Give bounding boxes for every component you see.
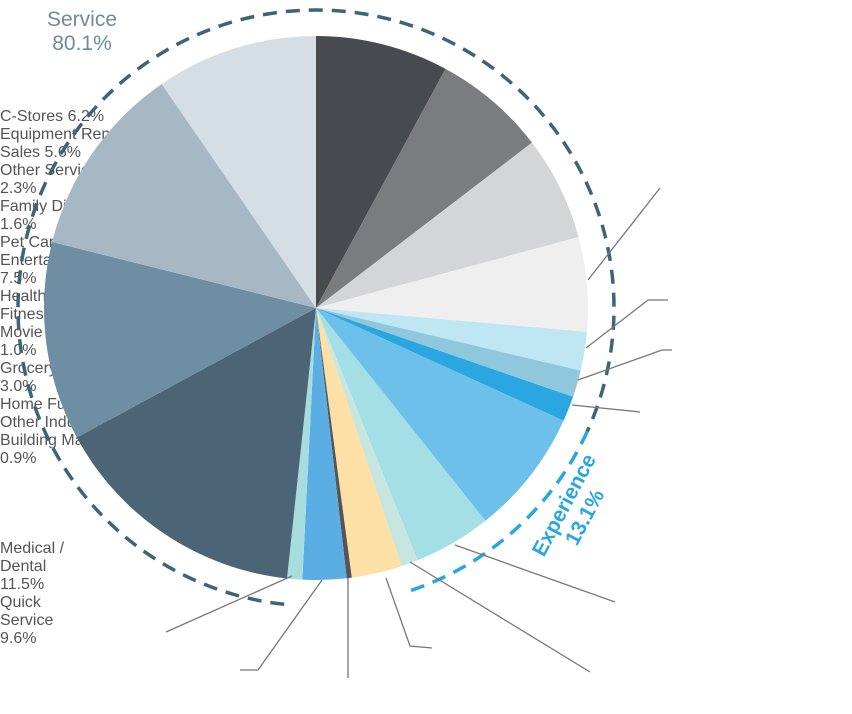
slice-label: Grocery 3.0% bbox=[0, 360, 90, 396]
value-label: 2.3% bbox=[0, 180, 37, 197]
leader-line bbox=[240, 579, 323, 671]
group-arc bbox=[16, 8, 616, 607]
pie-slice bbox=[316, 308, 402, 578]
value-label: 15.4% bbox=[0, 486, 46, 503]
pie-slice bbox=[316, 142, 579, 308]
pie-slice bbox=[316, 308, 581, 397]
value-label: 6.2% bbox=[67, 108, 105, 125]
leader-line bbox=[587, 187, 661, 281]
value-label: 11.8% bbox=[75, 522, 120, 539]
category-label: Auto Service bbox=[0, 0, 54, 35]
group-value: 80.1% bbox=[52, 32, 112, 55]
group-label: Service 80.1% bbox=[34, 8, 130, 56]
slice-label: Auto Service 7.9% bbox=[0, 0, 70, 54]
category-label: C-Stores bbox=[0, 108, 64, 125]
pie-slice bbox=[316, 308, 587, 371]
pie-slice bbox=[316, 308, 352, 579]
slice-label: Quick Service 9.6% bbox=[0, 594, 80, 648]
category-label: Early Childhood Education bbox=[0, 504, 113, 539]
pie-slice bbox=[316, 36, 446, 308]
value-label: 11.5% bbox=[0, 576, 45, 593]
leader-line bbox=[385, 577, 433, 649]
leader-line bbox=[571, 404, 641, 413]
value-label: 1.0% bbox=[0, 342, 37, 359]
category-label: Casual Dining bbox=[0, 54, 50, 89]
pie-slice bbox=[44, 242, 316, 438]
leader-line bbox=[454, 544, 616, 603]
value-label: 3.0% bbox=[0, 378, 37, 395]
group-arc bbox=[409, 430, 589, 593]
value-label: 7.9% bbox=[0, 36, 37, 53]
leader-line bbox=[409, 561, 591, 673]
slice-label: Casual Dining 6.7% bbox=[0, 54, 80, 108]
pie-slice bbox=[161, 36, 316, 308]
slice-label: C-Stores 6.2% bbox=[0, 108, 852, 126]
category-label: Quick Service bbox=[0, 594, 54, 629]
group-name: Service bbox=[46, 8, 118, 31]
pie-slice bbox=[287, 308, 316, 580]
leader-line bbox=[165, 575, 293, 633]
category-label: Medical / Dental bbox=[0, 540, 65, 575]
leader-line bbox=[577, 349, 672, 381]
value-label: 6.7% bbox=[0, 90, 37, 107]
slice-label: Early Childhood Education 11.8% bbox=[0, 504, 170, 540]
category-label: Grocery bbox=[0, 360, 57, 377]
pie-slice bbox=[302, 308, 347, 580]
pie-slice bbox=[316, 308, 486, 561]
value-label: 9.6% bbox=[0, 630, 37, 647]
pie-slice bbox=[316, 68, 532, 309]
pie-slice bbox=[52, 83, 317, 308]
pie-slice bbox=[316, 308, 574, 421]
pie-slice bbox=[316, 308, 418, 567]
leader-line bbox=[585, 299, 668, 349]
slice-label: Medical / Dental 11.5% bbox=[0, 540, 80, 594]
pie-slice bbox=[76, 308, 317, 579]
value-label: 0.9% bbox=[0, 450, 37, 467]
pie-slice bbox=[316, 308, 564, 521]
pie-slice bbox=[316, 237, 588, 332]
